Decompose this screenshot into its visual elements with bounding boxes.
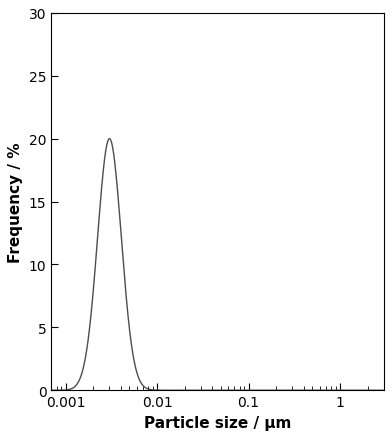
X-axis label: Particle size / μm: Particle size / μm (144, 415, 291, 430)
Y-axis label: Frequency / %: Frequency / % (8, 142, 24, 262)
